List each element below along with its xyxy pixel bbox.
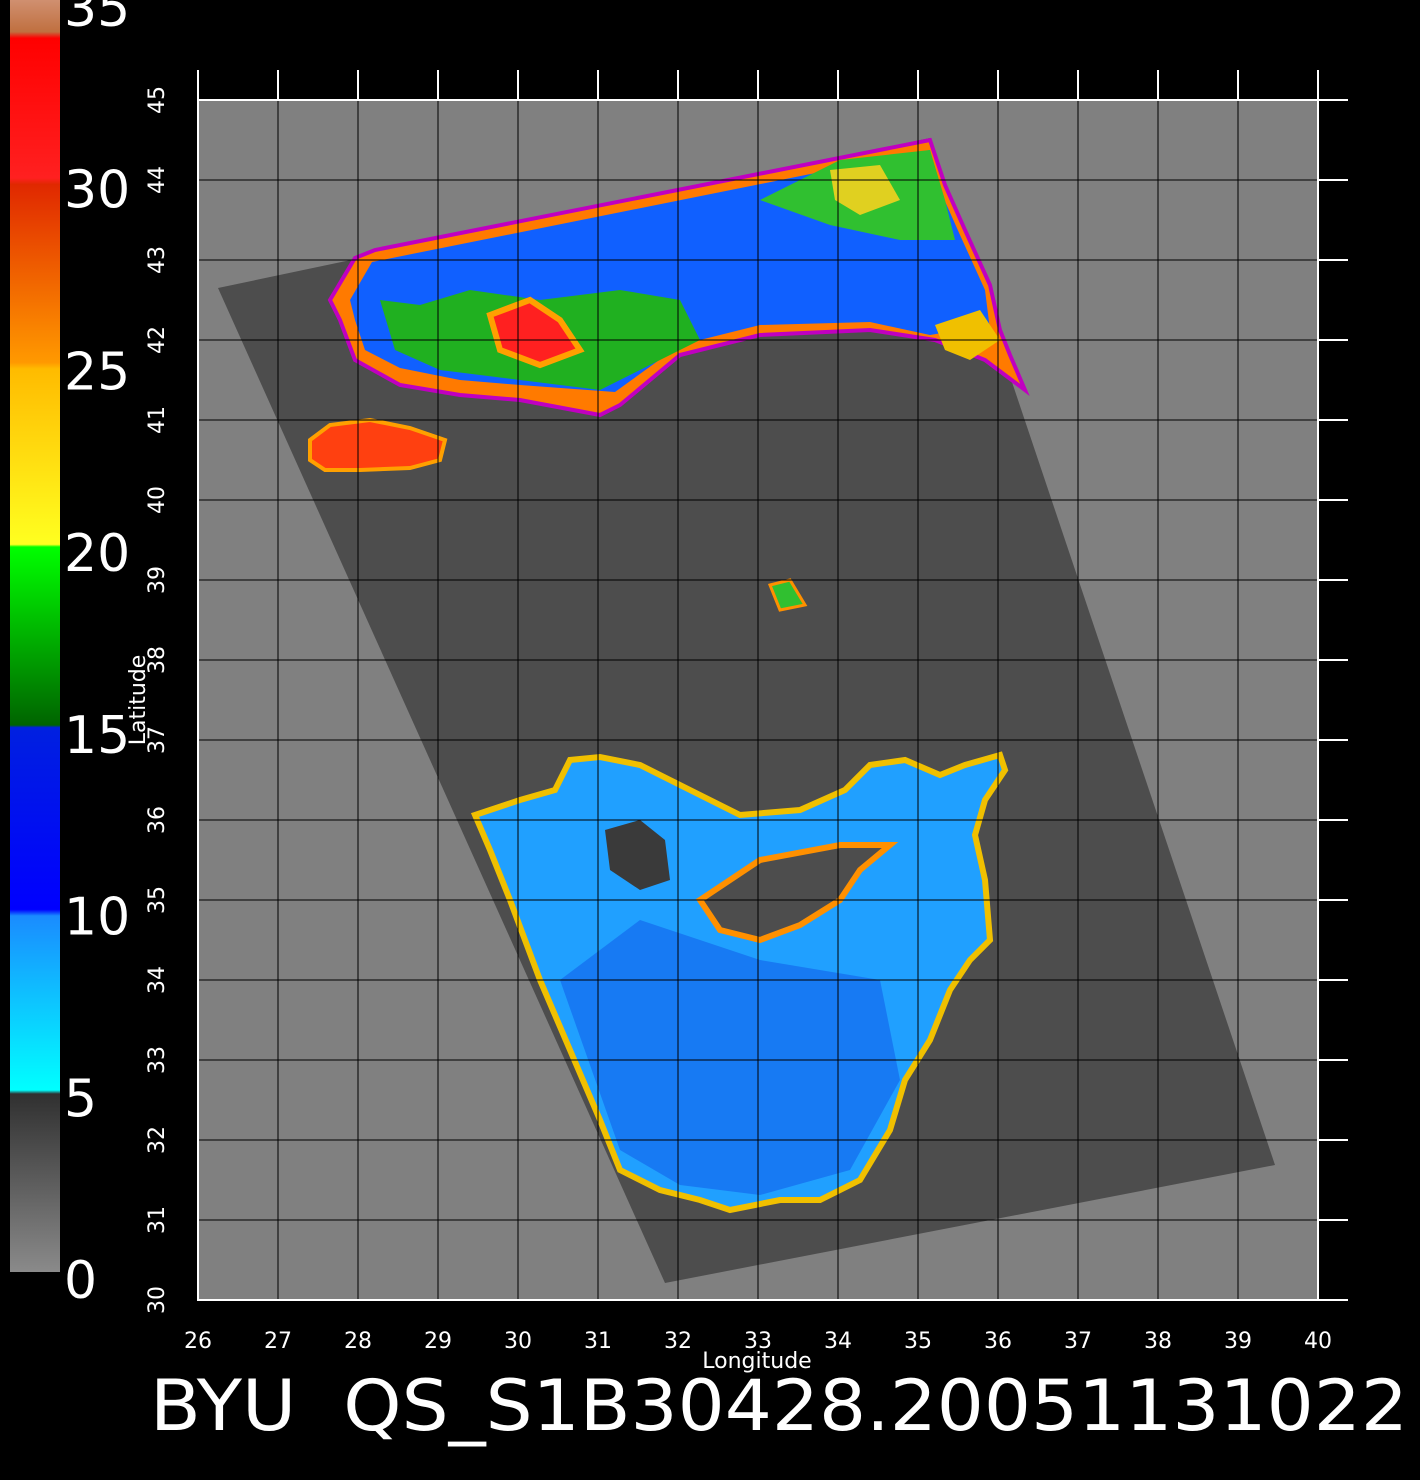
y-tick-label: 32	[145, 1126, 170, 1154]
y-tick-label: 41	[145, 406, 170, 434]
x-tick-label: 37	[1064, 1329, 1092, 1354]
x-tick-label: 28	[344, 1329, 372, 1354]
colorbar-tick-label: 5	[64, 1069, 97, 1129]
y-tick-label: 43	[145, 246, 170, 274]
plot-area	[197, 99, 1319, 1301]
wind-zone-yellow	[830, 165, 900, 215]
x-tick-label: 34	[824, 1329, 852, 1354]
y-tick-label: 39	[145, 566, 170, 594]
rain-flag	[605, 820, 670, 890]
labels: 26 27 28 29 30 31 32 33 34 35 36 37 38 39 40 30 31 32 33 34…	[64, 0, 1348, 1354]
x-tick-label: 38	[1144, 1329, 1172, 1354]
x-tick-label: 26	[184, 1329, 212, 1354]
x-tick-label: 40	[1304, 1329, 1332, 1354]
x-axis-label: Longitude	[702, 1349, 811, 1374]
colorbar	[10, 0, 60, 1272]
plot-frame	[197, 99, 1319, 1301]
x-tick-label: 39	[1224, 1329, 1252, 1354]
colorbar-tick-label: 35	[64, 0, 130, 39]
x-tick-label: 33	[744, 1329, 772, 1354]
title: BYU QS_S1B30428.20051131022	[150, 1365, 1408, 1447]
y-tick-label: 30	[145, 1286, 170, 1314]
x-tick-label: 36	[984, 1329, 1012, 1354]
colorbar-tick-label: 10	[64, 888, 130, 948]
cyprus	[695, 842, 899, 944]
swath	[218, 138, 1275, 1283]
island	[767, 578, 808, 612]
y-tick-label: 42	[145, 326, 170, 354]
colorbar-tick-label: 20	[64, 524, 130, 584]
y-tick-label: 37	[145, 726, 170, 754]
x-tick-label: 35	[904, 1329, 932, 1354]
x-tick-label: 27	[264, 1329, 292, 1354]
colorbar-tick-label: 15	[64, 706, 130, 766]
colorbar-tick-label: 25	[64, 342, 130, 402]
y-tick-label: 33	[145, 1046, 170, 1074]
y-tick-label: 31	[145, 1206, 170, 1234]
y-tick-label: 34	[145, 966, 170, 994]
y-tick-label: 38	[145, 646, 170, 674]
y-tick-label: 36	[145, 806, 170, 834]
marmara	[308, 417, 448, 472]
x-tick-label: 32	[664, 1329, 692, 1354]
x-tick-label: 30	[504, 1329, 532, 1354]
x-tick-label: 29	[424, 1329, 452, 1354]
y-tick-label: 35	[145, 886, 170, 914]
wind-zone-red	[486, 296, 585, 369]
colorbar-tick-label: 30	[64, 161, 130, 221]
y-tick-label: 40	[145, 486, 170, 514]
wind-zone-blue	[560, 920, 900, 1195]
y-axis-label: Latitude	[126, 655, 151, 746]
colorbar-tick-label: 0	[64, 1251, 97, 1311]
x-tick-label: 31	[584, 1329, 612, 1354]
wind-zone-yellow	[935, 310, 1000, 360]
y-tick-label: 44	[145, 166, 170, 194]
y-tick-label: 45	[145, 86, 170, 114]
